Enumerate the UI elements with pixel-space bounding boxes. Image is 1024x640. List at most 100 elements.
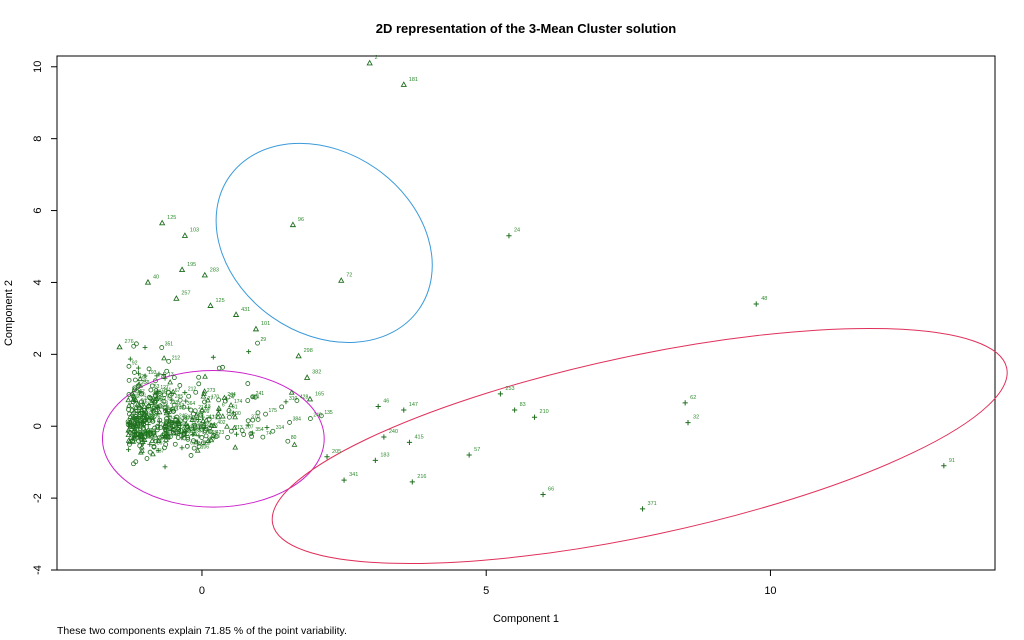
cloud-point-label: 22 (150, 411, 156, 417)
cloud-point (211, 432, 217, 438)
data-point (252, 325, 260, 332)
cloud-point-label: 13 (205, 404, 211, 410)
cloud-point (137, 443, 143, 449)
cloud-point (202, 373, 208, 379)
y-axis: -4 -2 0 2 4 6 8 10 (32, 61, 57, 575)
cloud-point (127, 441, 132, 447)
cloud-point (255, 417, 261, 422)
cloud-point (144, 405, 149, 411)
cloud-point (203, 417, 210, 423)
cloud-point (148, 430, 154, 436)
cloud-point (171, 424, 177, 430)
cloud-point-label: 170 (211, 394, 220, 400)
cloud-point-label: 364 (187, 401, 196, 407)
cloud-point-label: 175 (269, 408, 278, 414)
cloud-point (166, 420, 172, 426)
data-point-label: 48 (761, 296, 767, 302)
cloud-point (192, 422, 198, 428)
cloud-point (137, 375, 143, 382)
data-point (338, 277, 345, 283)
data-point (682, 400, 688, 406)
cloud-point-label: 310 (289, 396, 298, 402)
cloud-point (201, 390, 207, 396)
y-tick-label: 4 (32, 279, 44, 285)
cloud-point-label: 176 (152, 414, 161, 420)
cloud-point (152, 432, 158, 438)
data-point-label: 181 (409, 77, 418, 83)
data-point-label: 101 (261, 321, 270, 327)
cloud-point-label: 106 (201, 445, 210, 451)
cloud-point-label: 238 (170, 400, 179, 406)
cloud-point (154, 404, 160, 410)
data-point-label: 125 (215, 298, 224, 304)
data-point (178, 266, 186, 273)
cluster-ellipse-circle (101, 370, 325, 508)
data-point (941, 463, 947, 469)
cloud-point (199, 406, 205, 412)
cloud-point-label: 378 (158, 422, 167, 428)
cloud-point-label: 150 (202, 440, 211, 446)
cloud-point-label: 74 (266, 431, 272, 437)
cloud-point (318, 413, 324, 419)
cloud-point (144, 414, 150, 420)
cloud-point (132, 404, 139, 410)
cloud-point (194, 447, 201, 453)
y-tick-label: -2 (32, 493, 44, 503)
cloud-point-label: 61 (232, 405, 238, 411)
cloud-point (249, 430, 255, 436)
cloud-point-label: 423 (216, 430, 225, 436)
cloud-point-label: 145 (176, 405, 185, 411)
cloud-point-label: 285 (175, 394, 184, 400)
cloud-point (140, 439, 146, 445)
cloud-point (285, 438, 291, 444)
cloud-point (133, 341, 139, 347)
cloud-point-label: 252 (141, 380, 150, 386)
cloud-point-label: 245 (179, 413, 188, 419)
data-point-label: 253 (505, 386, 514, 392)
cloud-point (156, 409, 163, 415)
cloud-point (153, 390, 159, 396)
cloud-point (234, 431, 239, 437)
chart-title: 2D representation of the 3-Mean Cluster … (376, 21, 677, 36)
cloud-point (136, 438, 142, 444)
cloud-point (185, 426, 192, 432)
cloud-point (145, 422, 151, 428)
cloud-point (142, 434, 148, 440)
cloud-point-label: 368 (195, 412, 204, 418)
cloud-point-label: 92 (132, 360, 138, 366)
cloud-point (135, 410, 141, 415)
cloud-point (196, 374, 202, 380)
cloud-point (207, 428, 213, 434)
cloud-point (192, 430, 198, 437)
cloud-point (131, 426, 138, 432)
cloud-point (136, 381, 142, 387)
cloud-point-label: 58 (205, 405, 211, 411)
cloud-point-label: 191 (179, 427, 188, 433)
cloud-point (133, 459, 139, 465)
cloud-point (173, 430, 179, 436)
cloud-point (197, 423, 203, 429)
cloud-point (220, 364, 225, 370)
data-point-label: 216 (417, 474, 426, 480)
data-point-label: 24 (514, 228, 520, 234)
cloud-point (159, 345, 165, 350)
data-point (201, 271, 208, 278)
cloud-point (225, 435, 230, 440)
cloud-point-label: 53 (154, 384, 160, 390)
cloud-point-label: 337 (156, 448, 165, 454)
cloud-point (200, 393, 207, 399)
data-point (639, 506, 646, 512)
cloud-point-label: 370 (251, 415, 260, 421)
cloud-point (186, 393, 192, 399)
cloud-point (169, 397, 175, 403)
cloud-point (172, 441, 178, 447)
data-point (685, 420, 691, 426)
cloud-point (139, 406, 145, 412)
cloud-point (294, 398, 300, 403)
cloud-point-label: 93 (167, 395, 173, 401)
cloud-point (171, 402, 177, 408)
cloud-point-label: 293 (153, 438, 162, 444)
cloud-point (130, 392, 137, 398)
